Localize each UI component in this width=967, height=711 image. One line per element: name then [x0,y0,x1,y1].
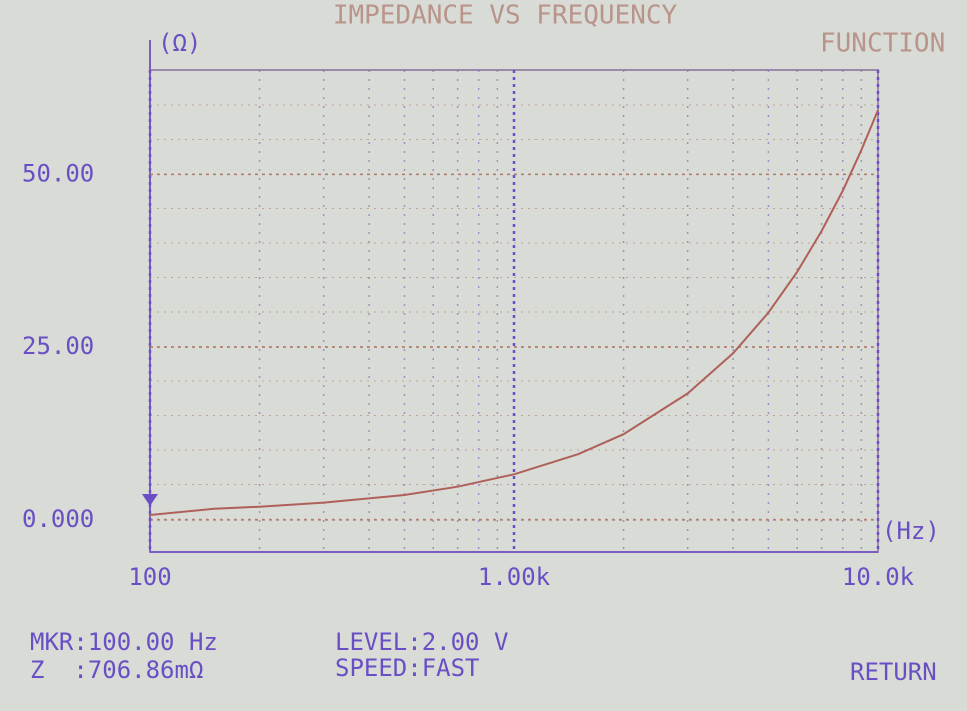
speed-readout: SPEED:FAST [335,654,480,682]
function-label: FUNCTION [820,29,945,59]
y-tick-label: 50.00 [22,159,94,187]
x-tick-label: 1.00k [478,563,551,591]
y-tick-label: 25.00 [22,332,94,360]
y-axis-label: (Ω) [158,29,201,57]
plot: 0.000 25.00 50.00 100 1.00k 10.0k [22,70,915,591]
level-readout: LEVEL:2.00 V [335,628,508,656]
impedance-readout: Z :706.86mΩ [30,656,203,684]
x-tick-label: 10.0k [842,563,915,591]
return-button[interactable]: RETURN [850,658,937,686]
chart-title: IMPEDANCE VS FREQUENCY [333,1,678,31]
x-tick-label: 100 [128,563,171,591]
marker-readout: MKR:100.00 Hz [30,628,218,656]
impedance-curve [149,109,879,516]
marker-cursor [142,494,158,506]
y-tick-label: 0.000 [22,505,94,533]
x-axis-label: (Hz) [882,517,940,545]
